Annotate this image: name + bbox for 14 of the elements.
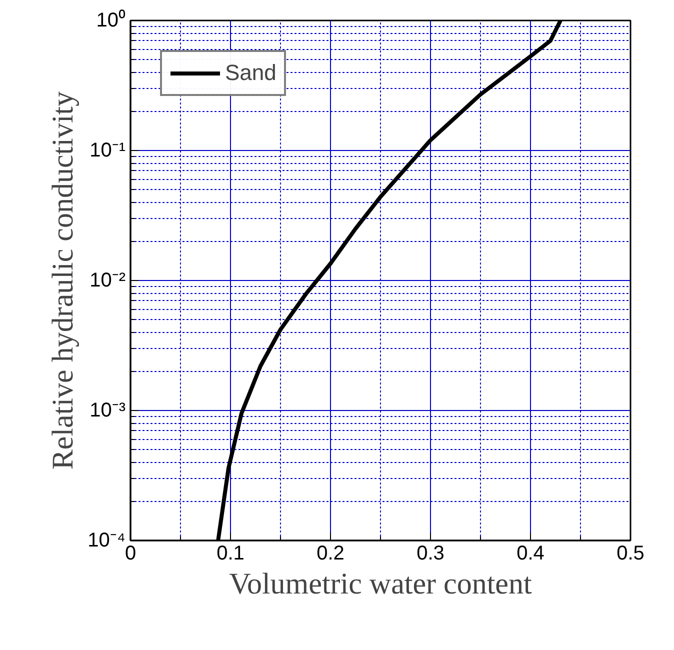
y-tick-label: 10⁻³ (90, 400, 126, 422)
x-tick-label: 0.2 (316, 542, 344, 564)
y-tick-label: 10⁻² (90, 270, 126, 292)
y-axis-title: Relative hydraulic conductivity (46, 91, 80, 470)
y-tick-label: 10⁻⁴ (88, 530, 126, 552)
x-tick-label: 0.3 (416, 542, 444, 564)
x-axis-title: Volumetric water content (229, 568, 533, 600)
y-tick-label: 10⁻¹ (90, 140, 126, 162)
y-tick-label: 10⁰ (96, 8, 126, 32)
legend-label: Sand (225, 60, 276, 86)
x-tick-label: 0 (124, 542, 136, 564)
x-tick-label: 0.5 (616, 542, 644, 564)
x-tick-label: 0.4 (516, 542, 544, 564)
x-tick-label: 0.1 (216, 542, 244, 564)
